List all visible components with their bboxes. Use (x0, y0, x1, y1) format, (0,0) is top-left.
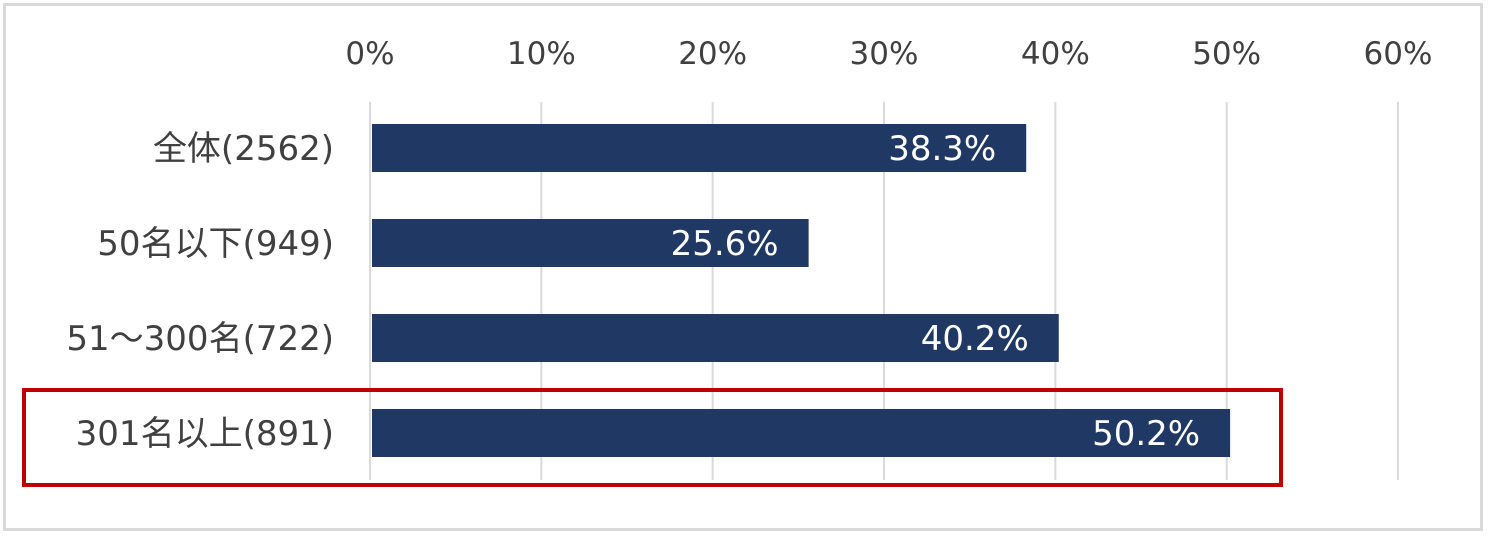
data-labels: 38.3% 25.6% 40.2% 50.2% (671, 129, 1200, 454)
data-label: 40.2% (921, 319, 1029, 359)
data-label: 25.6% (671, 224, 779, 264)
highlight-layer (22, 388, 1283, 487)
highlight-box (22, 388, 1283, 487)
category-label: 50名以下(949) (97, 224, 334, 264)
bars (372, 124, 1231, 457)
x-tick-label: 50% (1192, 36, 1261, 72)
x-tick-label: 20% (678, 36, 747, 72)
x-tick-label: 60% (1364, 36, 1433, 72)
data-label: 50.2% (1092, 414, 1200, 454)
category-label: 51～300名(722) (66, 319, 334, 359)
x-tick-label: 40% (1021, 36, 1090, 72)
bar (372, 124, 1027, 172)
x-axis-tick-labels: 0% 10% 20% 30% 40% 50% 60% (345, 36, 1432, 72)
category-labels: 全体(2562) 50名以下(949) 51～300名(722) 301名以上(891… (66, 129, 334, 454)
x-tick-label: 0% (345, 36, 394, 72)
x-tick-label: 10% (507, 36, 576, 72)
x-tick-label: 30% (850, 36, 919, 72)
bar (372, 409, 1231, 457)
bar (372, 314, 1059, 362)
category-label: 301名以上(891) (76, 414, 334, 454)
category-label: 全体(2562) (153, 129, 334, 169)
bar (372, 219, 809, 267)
data-label: 38.3% (888, 129, 996, 169)
